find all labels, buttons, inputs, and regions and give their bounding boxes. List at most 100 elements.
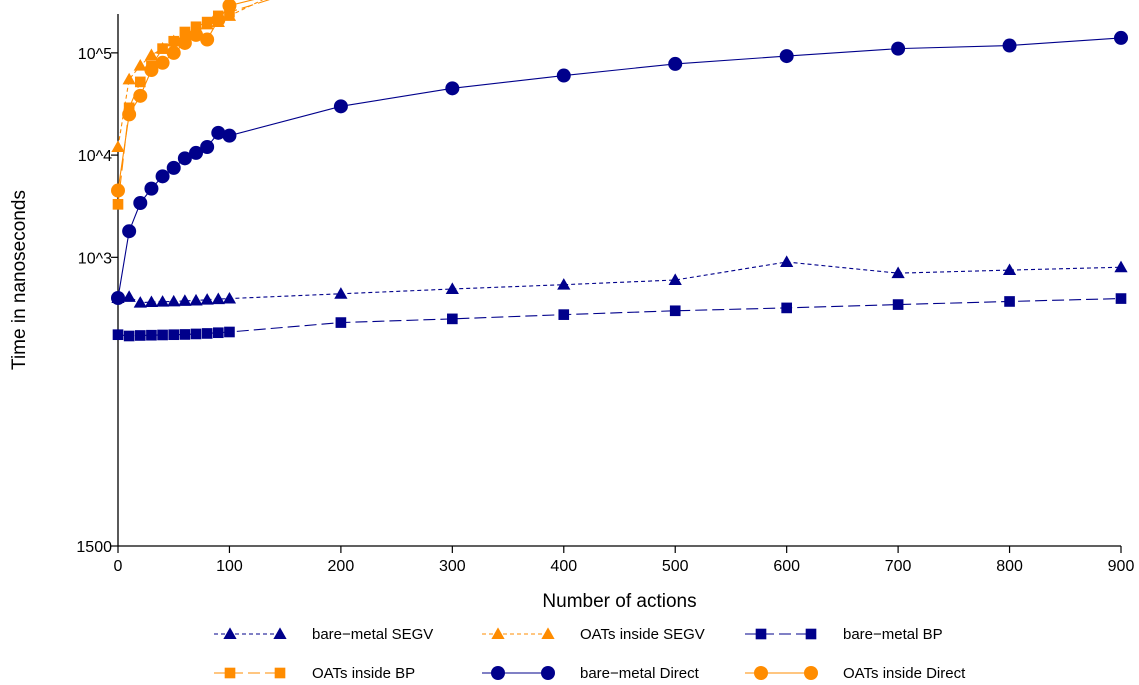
axes: 150010^310^410^510^610^724.10^7010020030… [76,14,1134,575]
data-point [1002,263,1017,276]
data-point [112,329,124,341]
x-tick-label: 500 [662,558,689,575]
x-axis-title: Number of actions [542,591,696,612]
legend-label: OATs inside BP [312,665,415,682]
data-point [144,295,159,308]
data-point [133,195,148,210]
data-point [201,328,213,339]
series-line [117,261,1122,304]
data-point [168,35,180,47]
series-line [117,0,255,191]
series-line [117,298,1122,337]
legend-label: bare−metal SEGV [312,626,433,643]
y-tick-label: 10^4 [78,148,112,165]
x-tick-label: 200 [328,558,355,575]
data-point [201,16,213,28]
data-point [157,43,168,54]
data-point [557,278,571,290]
data-point [211,12,226,27]
legend-marker [805,628,817,640]
data-point [155,295,170,307]
data-point [556,68,571,83]
legend-marker [491,666,505,680]
data-point [780,255,794,267]
data-point [1114,30,1128,45]
data-point [190,21,202,33]
data-point [1114,260,1128,273]
legend-label: OATs inside SEGV [580,626,705,643]
legend-marker [541,627,555,639]
data-point [781,302,792,314]
legend-marker [754,666,768,680]
legend-marker [273,627,287,639]
legend-marker [541,666,555,680]
series-0 [111,255,1128,308]
data-point [334,287,348,299]
data-point [189,145,204,160]
data-point [144,181,159,196]
legend-marker [223,627,237,639]
data-point [200,140,215,154]
data-point [558,309,570,320]
data-point [335,317,347,328]
data-point [168,329,180,341]
series-5 [111,0,255,198]
legend-marker [804,666,818,680]
legend-item: OATs inside Direct [745,665,966,682]
data-point [111,140,125,152]
legend-item: OATs inside SEGV [482,626,705,643]
series-3 [112,0,271,210]
legend-marker [755,628,767,640]
series-1 [111,0,264,152]
legend-item: bare−metal Direct [482,665,700,682]
series-4 [111,30,1128,306]
legend-marker [274,667,286,679]
series-2 [112,293,1127,342]
legend-label: bare−metal BP [843,626,943,643]
data-point [134,330,146,341]
data-point [189,27,204,42]
data-point [111,291,125,306]
data-point [122,107,137,122]
data-point [146,329,157,341]
data-point [123,330,135,342]
data-point [155,55,170,70]
data-point [1004,296,1015,307]
x-tick-label: 0 [114,558,123,575]
data-point [222,0,237,13]
data-point [189,293,203,306]
x-tick-label: 700 [885,558,912,575]
data-point [445,81,460,96]
data-point [166,45,181,60]
data-point [144,62,159,77]
x-tick-label: 800 [996,558,1023,575]
data-point [1002,38,1017,53]
legend-item: bare−metal BP [745,626,943,643]
x-tick-label: 300 [439,558,466,575]
legend: bare−metal SEGV OATs inside SEGV bare−meta… [214,626,966,682]
data-point [200,293,214,305]
legend-item: OATs inside BP [214,665,415,682]
data-point [122,72,136,85]
legend-marker [224,667,236,679]
data-point [779,49,794,64]
data-point [112,198,124,210]
data-point [892,299,904,310]
y-tick-label: 10^3 [78,250,112,267]
data-point [133,88,148,103]
data-point [133,296,147,308]
data-point [669,305,681,317]
y-tick-label: 10^5 [78,46,112,63]
data-point [222,128,237,143]
legend-marker [491,627,505,639]
data-point [167,294,181,307]
series-line [117,0,271,205]
data-point [177,35,192,50]
x-tick-label: 600 [773,558,800,575]
data-point [133,59,147,71]
data-point [166,160,181,175]
data-point [179,329,191,340]
data-point [222,291,237,304]
data-point [211,292,225,305]
